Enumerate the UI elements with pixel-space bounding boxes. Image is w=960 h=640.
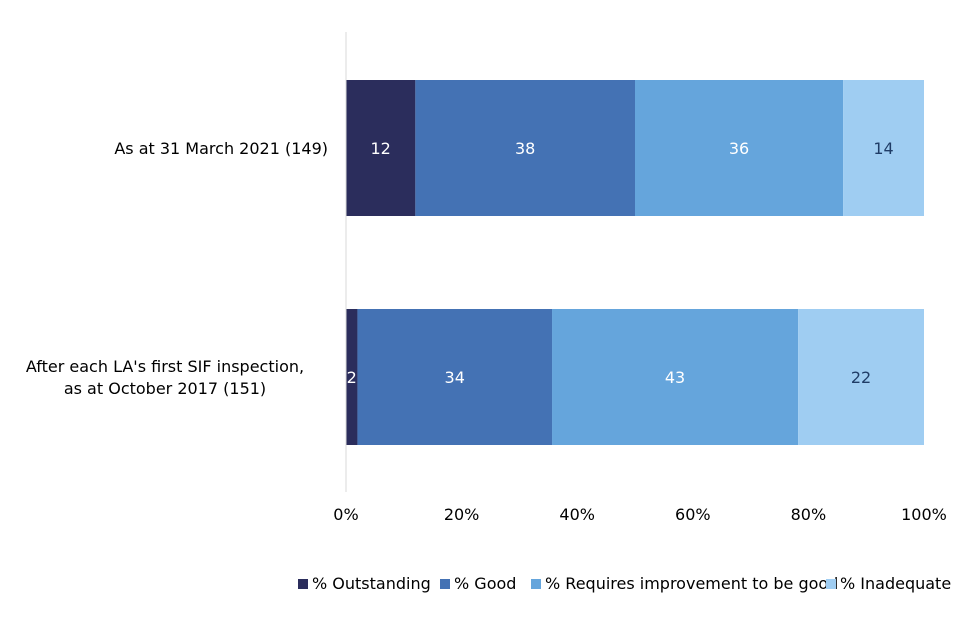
legend-swatch [826, 579, 836, 589]
data-label: 2 [347, 368, 357, 387]
data-label: 14 [873, 139, 893, 158]
bar-segment [357, 309, 553, 445]
data-label: 22 [851, 368, 871, 387]
bar-segment [552, 309, 799, 445]
data-label: 34 [445, 368, 465, 387]
x-tick-labels-group: 0% 20% 40% 60% 80% 100% [333, 505, 947, 524]
x-tick-label: 100% [901, 505, 947, 524]
bars-group [346, 80, 924, 445]
category-label: After each LA's first SIF inspection, as … [26, 357, 304, 398]
legend-swatch [440, 579, 450, 589]
legend-label: % Outstanding [312, 574, 431, 593]
bar-segment [798, 309, 924, 445]
category-labels-group: As at 31 March 2021 (149) After each LA's… [26, 139, 328, 398]
data-labels-group: 12 38 36 14 2 34 43 22 [347, 139, 894, 387]
x-tick-label: 80% [791, 505, 827, 524]
category-label: As at 31 March 2021 (149) [114, 139, 328, 158]
legend-label: % Good [454, 574, 516, 593]
x-tick-label: 40% [559, 505, 595, 524]
legend-swatch [298, 579, 308, 589]
legend-label: % Inadequate [840, 574, 951, 593]
x-tick-label: 20% [444, 505, 480, 524]
data-label: 36 [729, 139, 749, 158]
bar-segment [346, 80, 416, 216]
data-label: 38 [515, 139, 535, 158]
x-tick-label: 0% [333, 505, 358, 524]
legend-swatch [531, 579, 541, 589]
legend-label: % Requires improvement to be good [545, 574, 838, 593]
data-label: 12 [371, 139, 391, 158]
bar-segment [635, 80, 844, 216]
bar-segment [843, 80, 924, 216]
legend: % Outstanding % Good % Requires improvemen… [298, 574, 951, 593]
data-label: 43 [665, 368, 685, 387]
bar-segment [415, 80, 635, 216]
bar-segment [346, 309, 358, 445]
x-tick-label: 60% [675, 505, 711, 524]
